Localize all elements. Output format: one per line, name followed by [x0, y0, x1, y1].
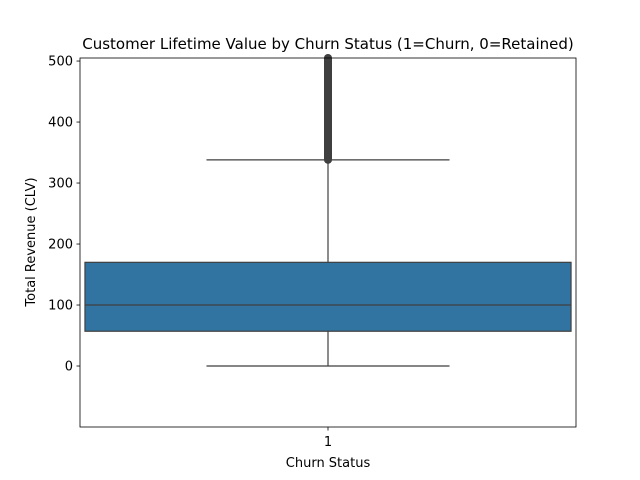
y-tick-label: 500 — [48, 55, 73, 70]
y-tick-label: 400 — [48, 116, 73, 131]
y-tick-label: 0 — [65, 360, 73, 375]
x-axis: 1 — [324, 427, 332, 450]
y-tick-label: 200 — [48, 238, 73, 253]
chart-title: Customer Lifetime Value by Churn Status … — [82, 35, 574, 53]
plot-area — [84, 54, 572, 367]
x-axis-label: Churn Status — [286, 456, 371, 471]
y-axis-label: Total Revenue (CLV) — [24, 177, 39, 307]
x-tick-label: 1 — [324, 435, 332, 450]
box-iqr — [84, 261, 572, 332]
y-tick-label: 100 — [48, 299, 73, 314]
y-axis: 0 100 200 300 400 500 — [48, 55, 80, 375]
y-tick-label: 300 — [48, 177, 73, 192]
